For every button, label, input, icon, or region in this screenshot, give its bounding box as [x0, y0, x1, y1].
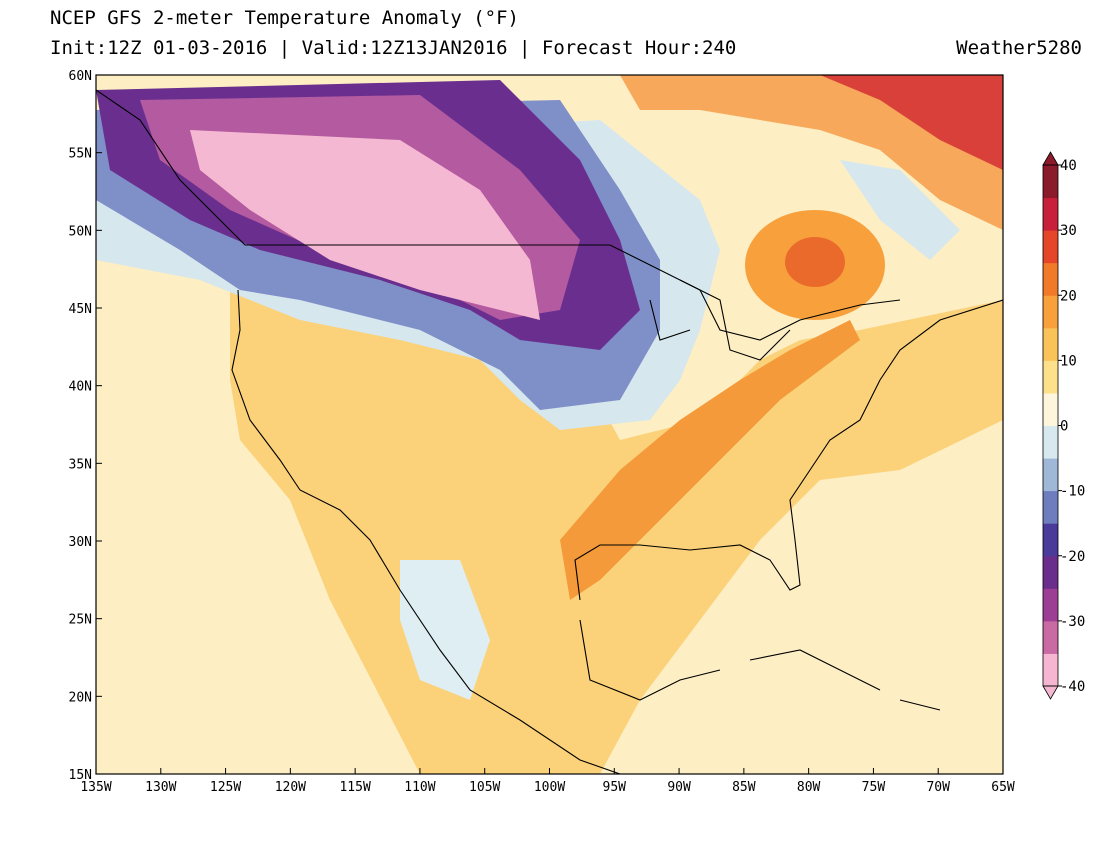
lon-label: 65W	[991, 780, 1015, 795]
lat-label: 20N	[69, 690, 92, 705]
colorbar-band	[1043, 295, 1058, 329]
lat-label: 30N	[69, 535, 92, 550]
lon-label: 105W	[469, 780, 500, 795]
lon-label: 125W	[210, 780, 241, 795]
lat-label: 45N	[69, 302, 92, 317]
colorbar-band	[1043, 653, 1058, 687]
subtitle: Init:12Z 01-03-2016 | Valid:12Z13JAN2016…	[50, 37, 736, 59]
lon-label: 130W	[145, 780, 176, 795]
brand: Weather5280	[956, 37, 1082, 59]
lon-label: 100W	[534, 780, 565, 795]
colorbar-band	[1043, 262, 1058, 296]
colorbar-label: 40	[1060, 158, 1077, 174]
colorbar-band	[1043, 555, 1058, 589]
colorbar-label: 0	[1060, 419, 1068, 435]
lon-label: 120W	[275, 780, 306, 795]
colorbar-band	[1043, 588, 1058, 622]
lat-label: 60N	[69, 69, 92, 84]
colorbar-label: 20	[1060, 288, 1077, 304]
anomaly-field	[96, 75, 1003, 774]
lon-label: 70W	[926, 780, 950, 795]
colorbar-band	[1043, 458, 1058, 492]
colorbar-band	[1043, 490, 1058, 524]
colorbar-label: -30	[1060, 614, 1085, 630]
lon-label: 85W	[732, 780, 756, 795]
lon-label: 95W	[603, 780, 627, 795]
colorbar-label: -10	[1060, 484, 1085, 500]
lon-label: 115W	[339, 780, 370, 795]
colorbar-under	[1042, 685, 1059, 700]
lon-label: 110W	[404, 780, 435, 795]
colorbar-label: 10	[1060, 353, 1077, 369]
colorbar-band	[1043, 523, 1058, 557]
lon-label: 135W	[80, 780, 111, 795]
colorbar-band	[1043, 360, 1058, 394]
lon-label: 80W	[797, 780, 821, 795]
lat-label: 40N	[69, 380, 92, 395]
colorbar-over	[1042, 151, 1059, 166]
lat-label: 35N	[69, 457, 92, 472]
colorbar-label: -40	[1060, 679, 1085, 695]
lat-label: 15N	[69, 768, 92, 783]
colorbar-label: -20	[1060, 549, 1085, 565]
colorbar-band	[1043, 230, 1058, 264]
lat-label: 50N	[69, 224, 92, 239]
colorbar-band	[1043, 620, 1058, 654]
colorbar-band	[1043, 327, 1058, 361]
lon-label: 75W	[862, 780, 886, 795]
colorbar-label: 30	[1060, 223, 1077, 239]
title: NCEP GFS 2-meter Temperature Anomaly (°F…	[50, 7, 519, 29]
colorbar-band	[1043, 392, 1058, 426]
lat-label: 25N	[69, 613, 92, 628]
colorbar-band	[1043, 165, 1058, 199]
colorbar-band	[1043, 425, 1058, 459]
lat-label: 55N	[69, 147, 92, 162]
lon-label: 90W	[667, 780, 691, 795]
colorbar-band	[1043, 197, 1058, 231]
